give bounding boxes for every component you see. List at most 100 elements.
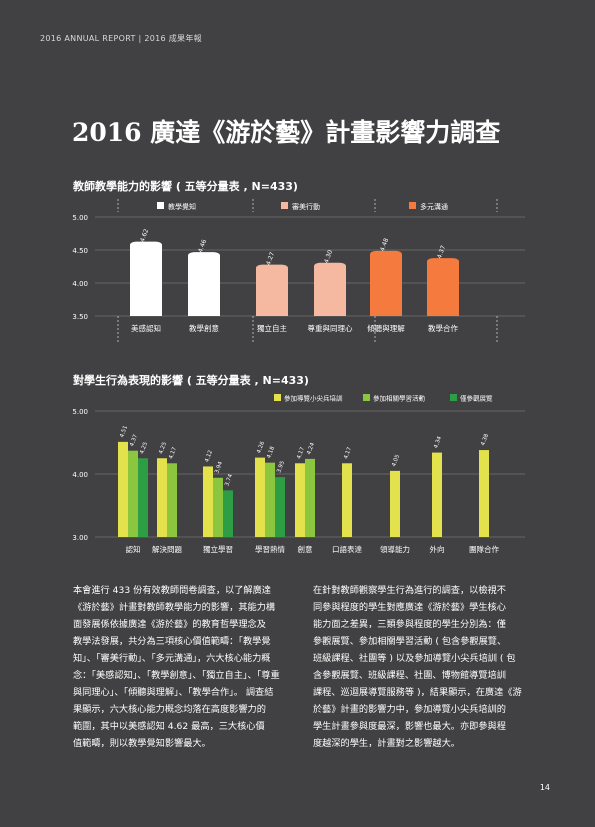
category-label: 教學合作 xyxy=(428,323,458,333)
legend-swatch xyxy=(157,202,164,209)
paragraph-line: 面發展係依據廣達《游於藝》的教育哲學理念及 xyxy=(73,619,266,630)
value-label: 4.51 xyxy=(119,425,129,439)
paragraph-line: 課程、巡迴展導覽服務等 )，結果顯示，在廣達《游 xyxy=(313,687,522,698)
category-label: 口語表達 xyxy=(332,544,362,554)
legend-label: 多元溝通 xyxy=(420,202,448,211)
paragraph-line: 知」、「審美行動」、「多元溝通」，六大核心能力概 xyxy=(73,653,271,664)
bar xyxy=(130,241,162,316)
value-label: 4.18 xyxy=(266,445,276,459)
teacher-impact-chart: 5.00 4.50 4.00 3.50 教學覺知 審美行動 多元溝通 4.62 美感認知 4.46… xyxy=(72,199,525,342)
y-tick-label: 3.50 xyxy=(72,313,88,321)
paragraph-line: 學生計畫參與度最深，影響也最大。亦即參與程 xyxy=(313,721,506,732)
y-tick-label: 4.00 xyxy=(72,280,88,288)
value-label: 4.48 xyxy=(379,237,390,252)
bar xyxy=(275,477,285,537)
bar xyxy=(157,458,167,537)
paragraph-line: 教學法發展，共分為三項核心價值範疇：「教學覺 xyxy=(73,636,271,647)
category-label: 認知 xyxy=(126,544,141,554)
value-label: 3.74 xyxy=(224,473,234,487)
category-label: 美感認知 xyxy=(131,323,161,333)
paragraph-line: 值範疇，則以教學覺知影響最大。 xyxy=(73,738,211,749)
bar xyxy=(128,450,138,537)
value-label: 4.25 xyxy=(139,441,149,455)
paragraph-line: 含參觀展覽、班級課程、社團、博物館導覽培訓 xyxy=(313,670,506,681)
legend-label: 教學覺知 xyxy=(168,202,196,211)
y-tick-label: 4.50 xyxy=(72,247,88,255)
right-paragraph: 在針對教師觀察學生行為進行的調查，以檢視不 同參與程度的學生對應廣達《游於藝》學生… xyxy=(313,582,548,752)
bar xyxy=(265,462,275,537)
value-label: 4.17 xyxy=(296,446,306,460)
paragraph-line: 在針對教師觀察學生行為進行的調查，以檢視不 xyxy=(313,585,506,596)
value-label: 4.17 xyxy=(168,446,178,460)
legend-label: 參加相關學習活動 xyxy=(373,394,426,403)
y-tick-label: 5.00 xyxy=(72,408,88,416)
paragraph-line: 班級課程、社團等 ) 以及參加導覽小尖兵培訓 ( 包 xyxy=(313,653,516,664)
left-paragraph: 本會進行 433 份有效教師問卷調查，以了解廣達 《游於藝》計畫對教師教學能力的影… xyxy=(73,582,308,752)
category-label: 解決問題 xyxy=(152,544,182,554)
paragraph-line: 《游於藝》計畫對教師教學能力的影響，其能力構 xyxy=(73,602,276,613)
page-title: 2016 廣達《游於藝》計畫影響力調查 xyxy=(72,118,501,147)
value-label: 4.38 xyxy=(480,433,490,447)
value-label: 4.17 xyxy=(343,446,353,460)
category-label: 獨立學習 xyxy=(203,544,233,554)
bar xyxy=(167,463,177,537)
bar xyxy=(314,262,346,316)
bar xyxy=(370,250,402,316)
legend-swatch xyxy=(281,202,288,209)
legend-label: 僅參觀展覽 xyxy=(460,394,493,403)
bar xyxy=(427,258,459,316)
category-label: 尊重與同理心 xyxy=(308,323,353,333)
category-label: 領導能力 xyxy=(380,544,410,554)
paragraph-line: 果顯示，六大核心能力概念均落在高度影響力的 xyxy=(73,704,266,715)
bar xyxy=(305,458,315,537)
y-tick-label: 5.00 xyxy=(72,214,88,222)
value-label: 3.94 xyxy=(214,460,224,474)
value-label: 4.37 xyxy=(436,244,447,259)
bar xyxy=(295,463,305,537)
legend-swatch xyxy=(450,394,457,401)
category-label: 教學創意 xyxy=(189,323,219,333)
bar xyxy=(203,466,213,537)
paragraph-line: 參觀展覽、參加相關學習活動 ( 包含參觀展覽、 xyxy=(313,636,507,647)
chart2-title: 對學生行為表現的影響 ( 五等分量表 , N=433) xyxy=(73,374,309,387)
legend-label: 審美行動 xyxy=(292,202,320,211)
page-number: 14 xyxy=(539,783,550,792)
value-label: 4.27 xyxy=(265,251,276,266)
value-label: 4.12 xyxy=(204,450,214,464)
report-header: 2016 ANNUAL REPORT | 2016 成果年報 xyxy=(40,34,202,43)
paragraph-line: 度越深的學生，計畫對之影響越大。 xyxy=(313,738,460,749)
legend-swatch xyxy=(274,394,281,401)
legend-swatch xyxy=(363,394,370,401)
paragraph-line: 與同理心」、「傾聽與理解」、「教學合作」。 調查結 xyxy=(73,687,274,698)
value-label: 4.26 xyxy=(256,440,266,454)
category-label: 傾聽與理解 xyxy=(367,323,405,333)
category-label: 團隊合作 xyxy=(469,544,499,554)
bar xyxy=(213,477,223,537)
paragraph-line: 於藝》計畫的影響力中，參加導覽小尖兵培訓的 xyxy=(313,704,506,715)
legend-swatch xyxy=(409,202,416,209)
paragraph-line: 同參與程度的學生對應廣達《游於藝》學生核心 xyxy=(313,602,506,613)
y-tick-label: 3.00 xyxy=(72,534,88,542)
paragraph-line: 念：「美感認知」、「教學創意」、「獨立自主」、「尊重 xyxy=(73,670,280,681)
category-label: 外向 xyxy=(430,544,445,554)
value-label: 4.25 xyxy=(158,441,168,455)
value-label: 4.62 xyxy=(139,228,150,243)
legend-label: 參加導覽小尖兵培訓 xyxy=(284,394,343,403)
value-label: 4.30 xyxy=(323,249,334,264)
paragraph-line: 範圍，其中以美感認知 4.62 最高，三大核心價 xyxy=(73,721,265,732)
value-label: 4.24 xyxy=(306,442,316,456)
bar xyxy=(479,450,489,537)
category-label: 創意 xyxy=(298,544,313,554)
chart1-title: 教師教學能力的影響 ( 五等分量表 , N=433) xyxy=(73,180,298,193)
value-label: 4.37 xyxy=(129,433,139,447)
bar xyxy=(390,470,400,537)
bar xyxy=(256,264,288,316)
paragraph-line: 能力面之差異，三類參與程度的學生分別為：僅 xyxy=(313,619,506,630)
value-label: 4.05 xyxy=(391,454,401,468)
category-label: 學習熱情 xyxy=(255,544,285,554)
bar xyxy=(342,463,352,537)
paragraph-line: 本會進行 433 份有效教師問卷調查，以了解廣達 xyxy=(73,585,271,596)
bar xyxy=(255,457,265,537)
value-label: 3.95 xyxy=(276,460,286,474)
